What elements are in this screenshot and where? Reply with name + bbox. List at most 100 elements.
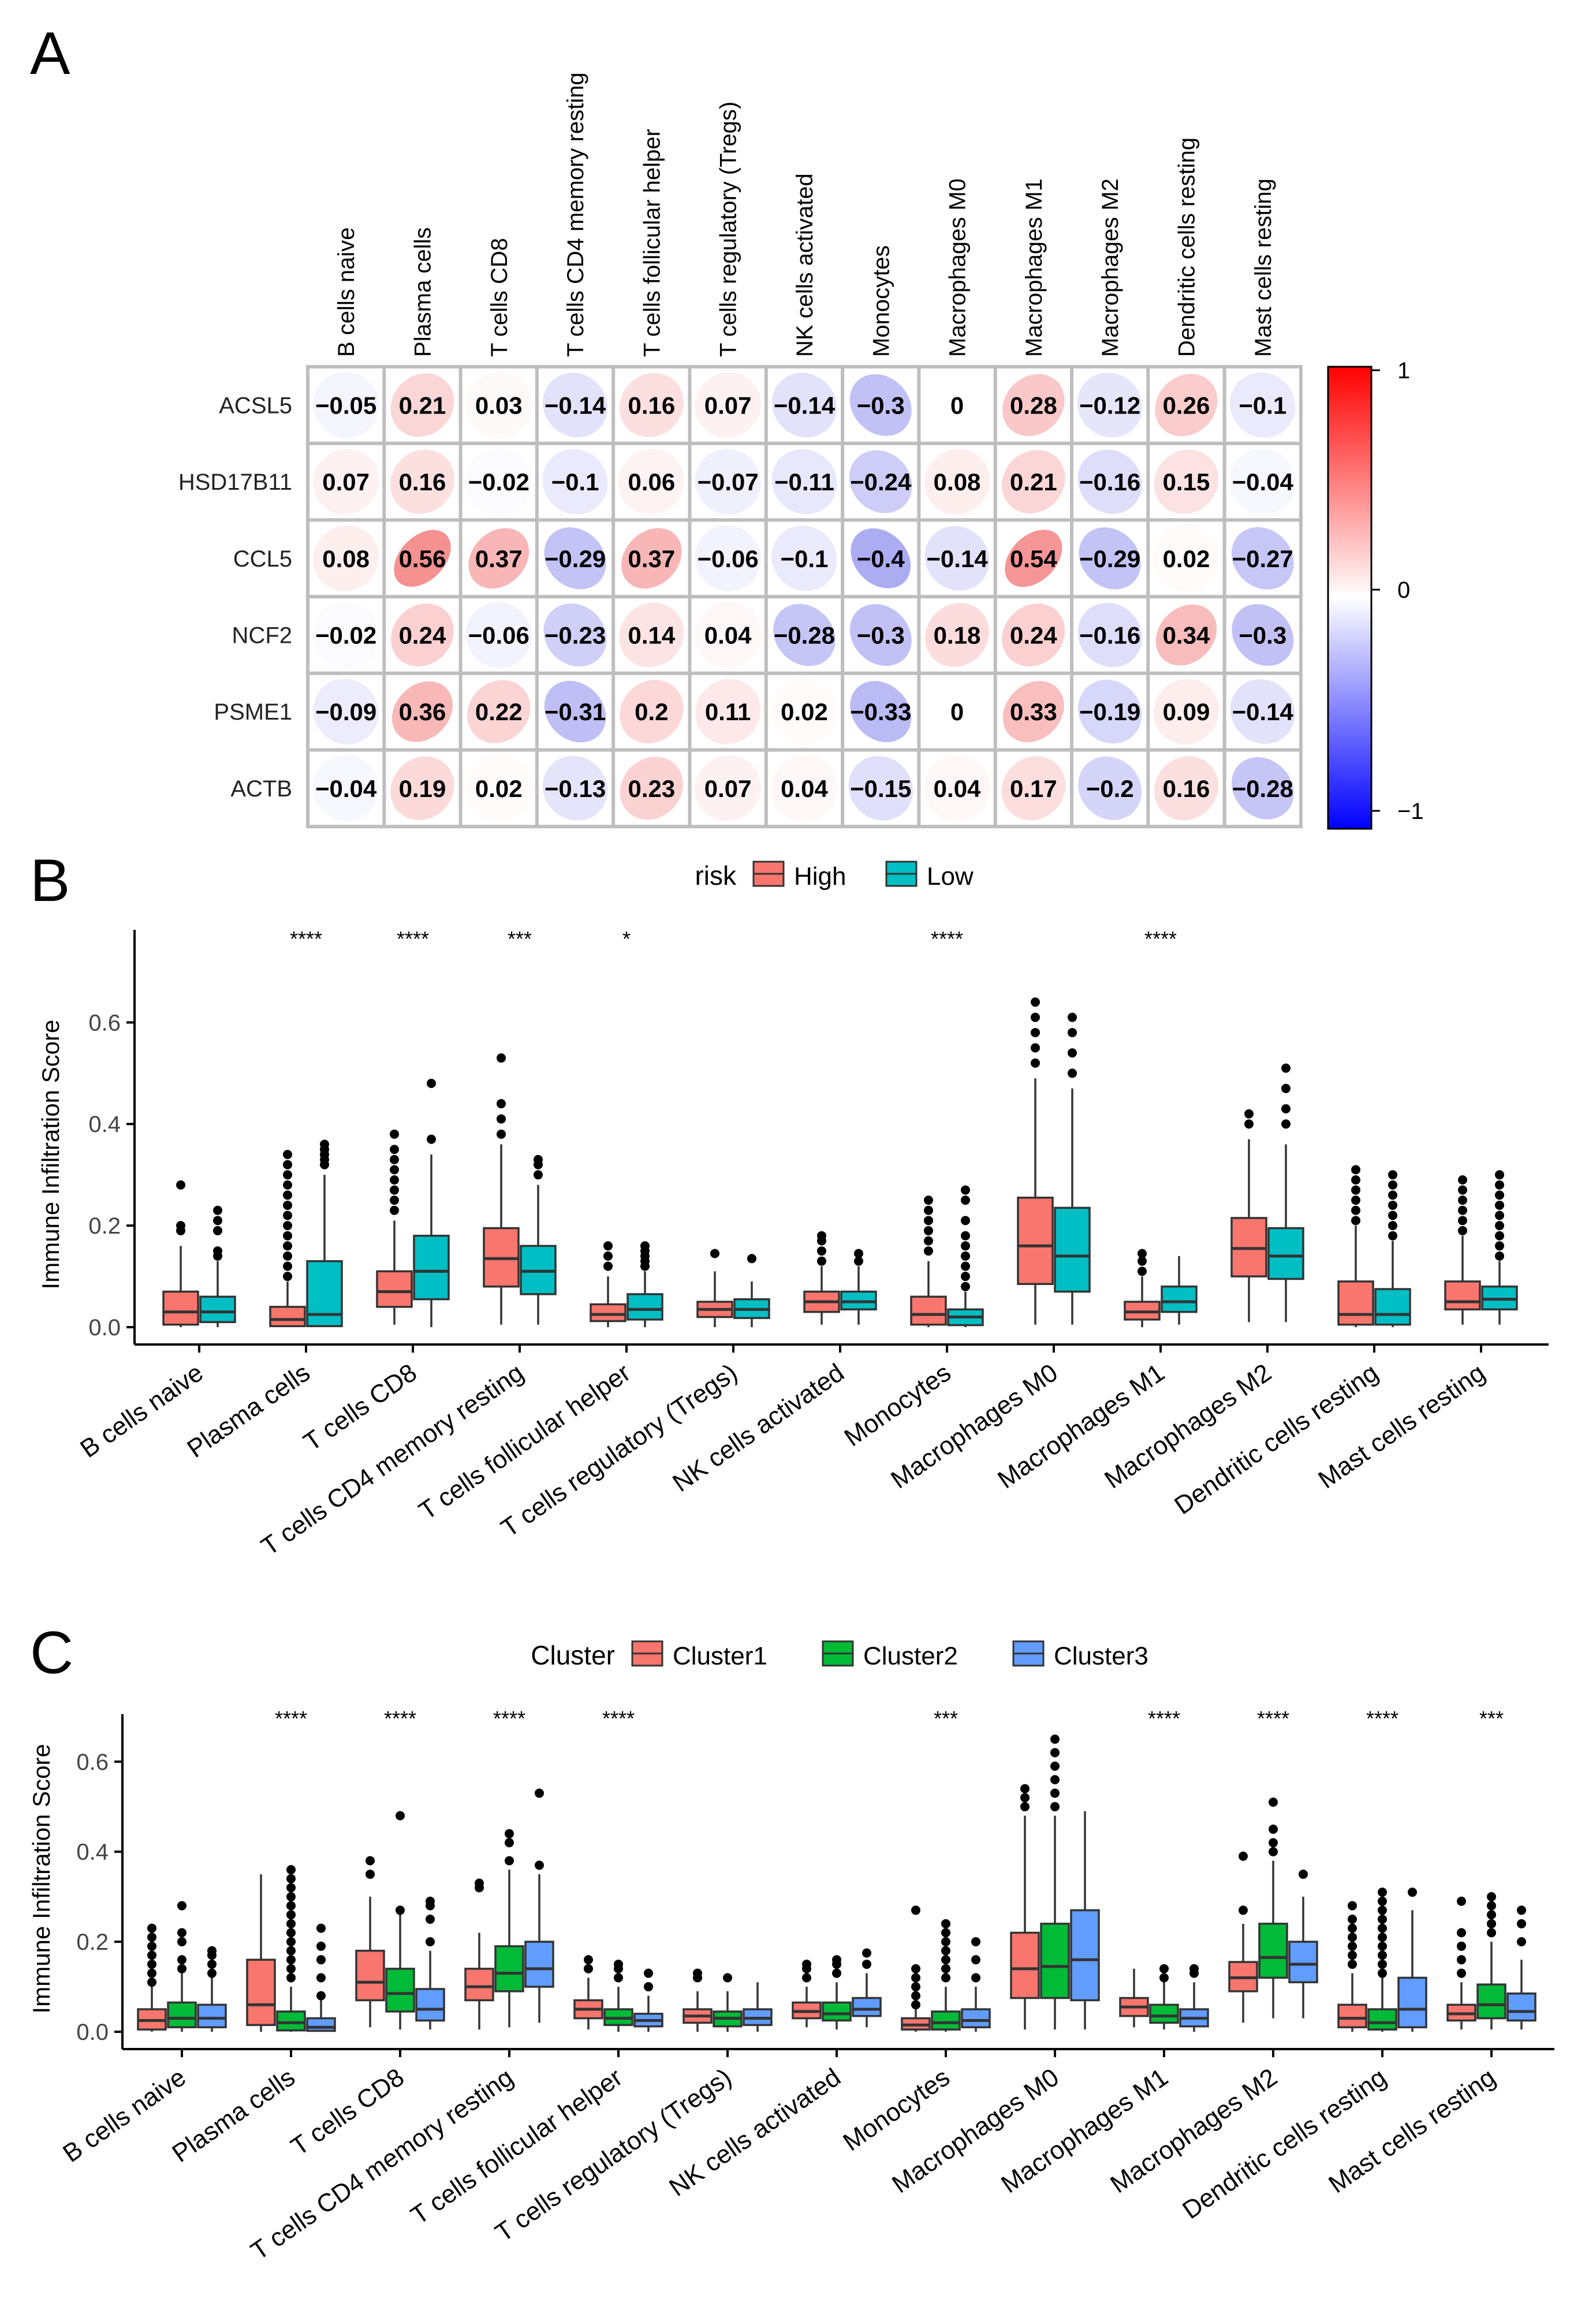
box-outlier bbox=[1378, 1950, 1387, 1960]
box-outlier bbox=[1495, 1170, 1504, 1180]
significance-marker: **** bbox=[397, 927, 429, 951]
correlation-value: −0.29 bbox=[1079, 545, 1140, 572]
box-outlier bbox=[1457, 1955, 1466, 1965]
correlation-ellipse bbox=[773, 604, 836, 666]
box-outlier bbox=[1050, 1775, 1060, 1785]
box-outlier bbox=[534, 1170, 543, 1180]
box-body-cluster3 bbox=[1070, 1909, 1100, 2002]
box-body-cluster2 bbox=[1040, 1923, 1070, 1999]
box-outlier bbox=[390, 1195, 399, 1205]
significance-marker: *** bbox=[508, 927, 532, 951]
box-outlier bbox=[1495, 1200, 1504, 1210]
legend-title: Cluster bbox=[531, 1640, 615, 1670]
box-outlier bbox=[1487, 1901, 1496, 1910]
box-outlier bbox=[693, 1968, 702, 1978]
box-outlier bbox=[644, 1982, 653, 1992]
box-outlier bbox=[390, 1185, 399, 1195]
correlation-ellipse bbox=[312, 601, 379, 669]
box-outlier bbox=[1068, 1068, 1077, 1078]
correlation-ellipse bbox=[468, 528, 529, 589]
box-outlier bbox=[1378, 1960, 1387, 1969]
significance-marker: **** bbox=[602, 1707, 635, 1730]
box-body-cluster1 bbox=[464, 1968, 494, 2002]
y-axis-title: Immune Infiltration Score bbox=[28, 1744, 55, 2014]
box-outlier bbox=[1351, 1205, 1360, 1215]
box-outlier bbox=[286, 1901, 296, 1910]
box-outlier bbox=[177, 1955, 187, 1965]
y-tick-label: 0.2 bbox=[88, 1213, 121, 1239]
box-outlier bbox=[911, 1964, 920, 1973]
correlation-value: −0.09 bbox=[315, 698, 376, 725]
legend-label-high: High bbox=[794, 862, 846, 891]
box-body-cluster3 bbox=[306, 2017, 336, 2032]
box-outlier bbox=[1269, 1847, 1278, 1857]
correlation-value: 0 bbox=[950, 698, 964, 725]
box-outlier bbox=[924, 1195, 933, 1205]
correlation-value: 0.11 bbox=[705, 698, 751, 725]
box-outlier bbox=[1457, 1968, 1466, 1978]
correlation-ellipse bbox=[390, 449, 455, 514]
box-outlier bbox=[497, 1114, 506, 1124]
correlation-ellipse bbox=[695, 755, 761, 821]
correlation-value: −0.27 bbox=[1232, 545, 1293, 572]
correlation-ellipse bbox=[772, 373, 837, 438]
box-body-cluster3 bbox=[415, 1988, 445, 2022]
correlation-ellipse bbox=[1078, 756, 1142, 820]
box-body-low bbox=[1161, 1285, 1198, 1313]
box-outlier bbox=[961, 1251, 970, 1261]
correlation-ellipse bbox=[312, 755, 379, 822]
heatmap-column-label: Macrophages M1 bbox=[1021, 178, 1047, 357]
significance-marker: **** bbox=[1257, 1707, 1289, 1730]
correlation-ellipse bbox=[1154, 756, 1219, 821]
box-outlier bbox=[1244, 1109, 1254, 1119]
box-body-cluster3 bbox=[1288, 1941, 1318, 1984]
correlation-value: 0.07 bbox=[704, 392, 752, 419]
box-outlier bbox=[1281, 1119, 1291, 1129]
correlation-ellipse bbox=[618, 448, 685, 515]
box-outlier bbox=[176, 1180, 185, 1190]
correlation-value: 0.16 bbox=[1163, 775, 1210, 802]
correlation-ellipse bbox=[465, 755, 532, 822]
box-outlier bbox=[1378, 1932, 1387, 1942]
box-outlier bbox=[147, 1941, 156, 1951]
box-outlier bbox=[1458, 1205, 1467, 1215]
correlation-ellipse bbox=[467, 680, 531, 743]
box-outlier bbox=[1458, 1175, 1467, 1185]
box-outlier bbox=[283, 1231, 292, 1241]
correlation-value: 0.34 bbox=[1163, 621, 1210, 649]
significance-marker: *** bbox=[934, 1707, 958, 1730]
correlation-ellipse bbox=[1229, 448, 1296, 515]
box-body-high bbox=[590, 1303, 626, 1323]
box-outlier bbox=[1351, 1216, 1360, 1226]
box-outlier bbox=[390, 1129, 399, 1139]
box-outlier bbox=[862, 1948, 871, 1958]
box-outlier bbox=[723, 1973, 732, 1983]
box-outlier bbox=[614, 1960, 623, 1969]
y-tick-label: 0.4 bbox=[76, 1839, 109, 1865]
correlation-value: 0.33 bbox=[1010, 698, 1057, 725]
box-outlier bbox=[941, 1964, 950, 1973]
box-body-cluster1 bbox=[355, 1949, 385, 2002]
correlation-value: 0.03 bbox=[475, 392, 523, 419]
box-outlier bbox=[1351, 1195, 1360, 1205]
y-tick-label: 0.6 bbox=[76, 1749, 109, 1775]
correlation-value: 0.08 bbox=[322, 545, 370, 572]
correlation-ellipse bbox=[544, 680, 606, 743]
correlation-ellipse bbox=[1001, 450, 1065, 513]
correlation-value: −0.3 bbox=[1239, 621, 1286, 649]
correlation-value: 0.06 bbox=[628, 468, 675, 496]
correlation-value: 0 bbox=[950, 392, 964, 419]
correlation-ellipse bbox=[313, 679, 379, 744]
box-outlier bbox=[1050, 1802, 1060, 1812]
box-outlier bbox=[710, 1249, 719, 1258]
box-body-cluster3 bbox=[852, 1997, 882, 2017]
box-outlier bbox=[1031, 1012, 1040, 1022]
correlation-value: 0.09 bbox=[1163, 698, 1210, 725]
correlation-value: 0.24 bbox=[399, 621, 446, 649]
box-outlier bbox=[176, 1221, 185, 1231]
correlation-ellipse bbox=[695, 372, 761, 438]
correlation-ellipse bbox=[391, 681, 453, 742]
correlation-value: −0.14 bbox=[1232, 698, 1294, 725]
correlation-ellipse bbox=[544, 527, 606, 590]
box-outlier bbox=[911, 1905, 920, 1915]
